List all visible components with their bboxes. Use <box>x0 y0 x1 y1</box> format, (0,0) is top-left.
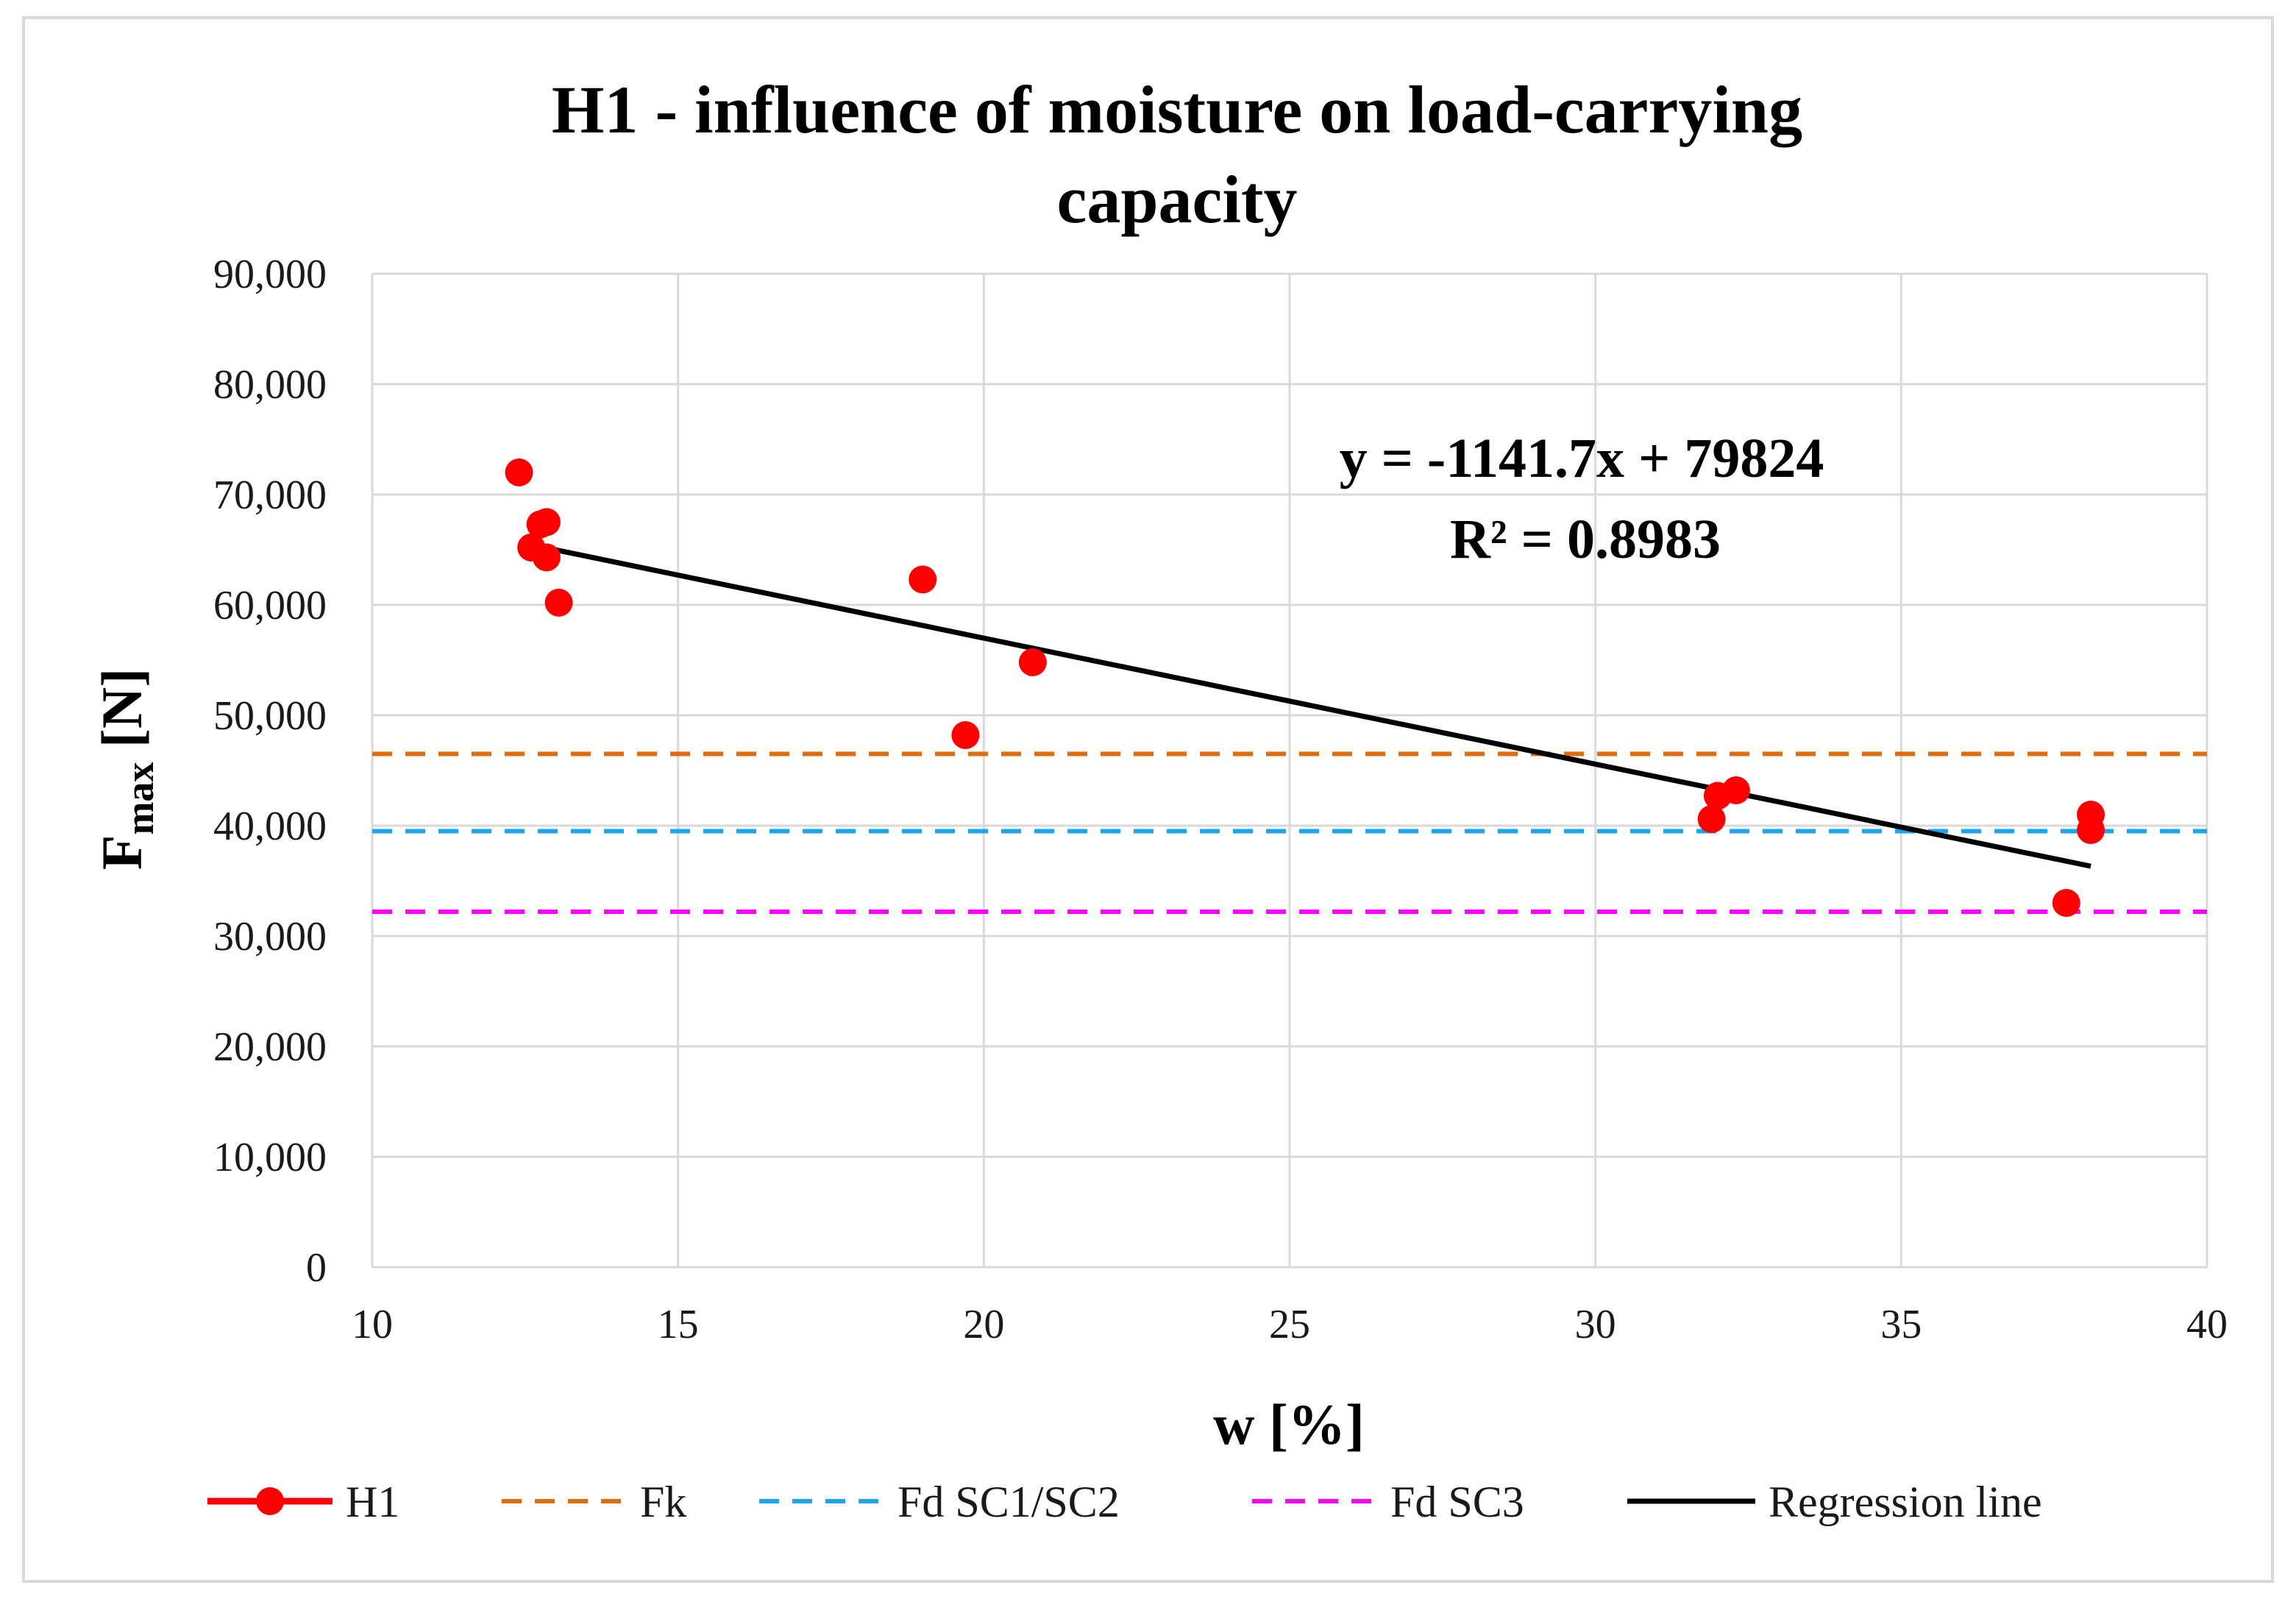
data-point <box>1721 776 1750 804</box>
chart-title-line-2: capacity <box>1056 162 1297 237</box>
data-point <box>532 508 561 536</box>
x-axis-label: w [%] <box>1213 1392 1365 1456</box>
y-tick-label: 50,000 <box>213 693 327 739</box>
data-point <box>505 458 533 486</box>
y-tick-label: 30,000 <box>213 914 327 960</box>
data-point <box>1018 648 1047 676</box>
legend-entry-fd-sc3: Fd SC3 <box>1252 1478 1524 1526</box>
regression-r2-label: R² = 0.8983 <box>1450 508 1721 570</box>
x-tick-label: 35 <box>1880 1302 1922 1347</box>
legend-entry-fk: Fk <box>502 1478 686 1526</box>
legend: H1 Fk Fd SC1/SC2 Fd SC3 Regression line <box>207 1478 2042 1526</box>
chart-frame <box>22 16 2274 1583</box>
legend-marker-h1 <box>256 1487 284 1515</box>
regression-equation-label: y = -1141.7x + 79824 <box>1340 428 1824 489</box>
legend-label-fd-sc1-sc2: Fd SC1/SC2 <box>898 1478 1120 1526</box>
y-tick-label: 0 <box>306 1245 327 1291</box>
data-point <box>951 721 980 749</box>
y-tick-label: 90,000 <box>213 252 327 297</box>
chart-title-line-1: H1 - influence of moisture on load-carry… <box>552 72 1802 147</box>
x-tick-label: 30 <box>1575 1302 1616 1347</box>
x-tick-label: 40 <box>2186 1302 2228 1347</box>
legend-label-fk: Fk <box>640 1478 686 1526</box>
regression-equation: y = -1141.7x + 79824 R² = 0.8983 <box>1340 428 1824 570</box>
y-tick-label: 40,000 <box>213 804 327 849</box>
legend-entry-regression: Regression line <box>1627 1478 2042 1526</box>
y-axis-label-main: F <box>90 835 154 871</box>
legend-entry-h1: H1 <box>207 1478 399 1526</box>
data-point <box>532 543 561 572</box>
data-point <box>2052 889 2080 917</box>
data-point <box>909 565 937 594</box>
y-axis-label-sub: max <box>118 762 162 835</box>
y-axis-label-unit: [N] <box>90 668 154 762</box>
y-axis-label: Fmax [N] <box>90 668 162 870</box>
data-point <box>544 589 573 617</box>
regression-layer <box>518 539 2091 869</box>
legend-label-h1: H1 <box>346 1478 399 1526</box>
reference-lines <box>372 751 2207 914</box>
y-tick-label: 70,000 <box>213 472 327 518</box>
y-tick-label: 20,000 <box>213 1024 327 1070</box>
y-tick-label: 10,000 <box>213 1135 327 1180</box>
x-tick-label: 10 <box>352 1302 393 1347</box>
y-tick-labels: 0 10,000 20,000 30,000 40,000 50,000 60,000 70,… <box>213 252 327 1291</box>
legend-label-fd-sc3: Fd SC3 <box>1390 1478 1524 1526</box>
x-tick-label: 25 <box>1269 1302 1310 1347</box>
legend-label-regression: Regression line <box>1769 1478 2042 1526</box>
legend-entry-fd-sc1-sc2: Fd SC1/SC2 <box>759 1478 1120 1526</box>
x-tick-labels: 10 15 20 25 30 35 40 <box>352 1302 2228 1347</box>
chart-title: H1 - influence of moisture on load-carry… <box>552 72 1802 237</box>
y-tick-label: 60,000 <box>213 583 327 628</box>
x-tick-label: 15 <box>658 1302 699 1347</box>
data-point <box>2077 801 2105 829</box>
gridlines <box>371 272 2208 1269</box>
scatter-points <box>505 458 2105 917</box>
y-tick-label: 80,000 <box>213 362 327 408</box>
data-point <box>1697 805 1726 833</box>
regression-line <box>518 539 2091 869</box>
x-tick-label: 20 <box>963 1302 1004 1347</box>
